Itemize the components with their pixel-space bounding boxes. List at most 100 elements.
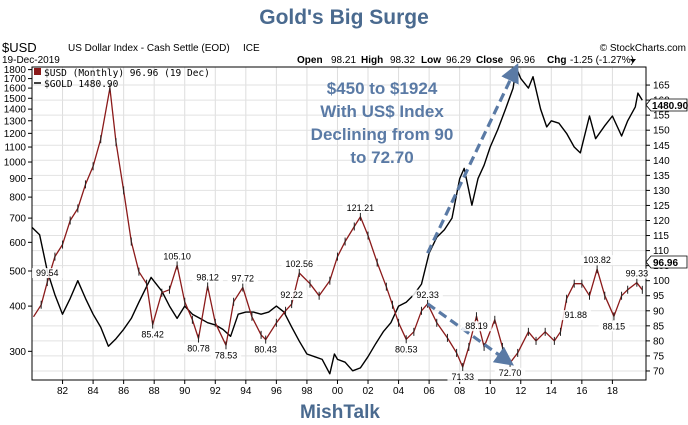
data-label: 71.33 <box>451 372 474 382</box>
data-label-bg <box>183 343 214 354</box>
data-label: 78.53 <box>215 350 238 360</box>
high-label: High <box>361 55 383 66</box>
right-tick-label: 70 <box>653 366 665 377</box>
date-label: 19-Dec-2019 <box>2 55 60 66</box>
x-tick-label: 14 <box>546 386 558 397</box>
left-tick-label: 800 <box>9 193 26 204</box>
data-label: 99.54 <box>36 268 59 278</box>
series-layer <box>31 66 643 375</box>
x-tick-label: 18 <box>607 386 619 397</box>
right-tick-label: 140 <box>653 156 670 167</box>
right-tick-label: 135 <box>653 171 670 182</box>
data-label: 105.10 <box>163 251 191 261</box>
right-tick-label: 150 <box>653 126 670 137</box>
right-tick-label: 80 <box>653 336 665 347</box>
chg-value: -1.25 (-1.27%) <box>570 55 634 66</box>
data-labels: 99.54 85.42 105.10 80.78 98.12 78.53 97.72 80.4… <box>32 202 653 382</box>
chart-title: Gold's Big Surge <box>259 6 429 29</box>
left-tick-label: 1800 <box>4 65 27 76</box>
usd-series-line <box>32 87 643 368</box>
annotation: $450 to $1924 With US$ Index Declining f… <box>311 79 454 167</box>
data-label: 92.33 <box>416 290 439 300</box>
x-tick-label: 92 <box>210 386 222 397</box>
right-tick-label: 95 <box>653 291 665 302</box>
plot-frame <box>31 66 647 381</box>
data-label-bg <box>447 371 478 382</box>
data-label: 72.70 <box>499 368 522 378</box>
last-value-usd: 96.96 <box>645 255 688 269</box>
annotation-line-1: $450 to $1924 <box>327 79 438 98</box>
x-tick-label: 86 <box>118 386 130 397</box>
x-tick-label: 94 <box>240 386 252 397</box>
right-tick-label: 110 <box>653 246 669 257</box>
left-tick-label: 1300 <box>4 116 27 127</box>
right-tick-label: 90 <box>653 306 665 317</box>
last-value-gold: 1480.90 <box>645 98 688 112</box>
right-tick-label: 165 <box>653 81 670 92</box>
legend-entry-usd: $USD (Monthly) 96.96 (19 Dec) <box>44 68 210 79</box>
close-label: Close <box>476 55 504 66</box>
right-tick-label: 130 <box>653 186 670 197</box>
chevron-down-icon <box>630 59 636 63</box>
x-tick-label: 08 <box>454 386 466 397</box>
data-label: 92.22 <box>280 290 303 300</box>
data-label-bg <box>227 273 259 284</box>
source-label: © StockCharts.com <box>600 43 686 54</box>
x-tick-label: 82 <box>57 386 69 397</box>
annotation-line-2: With US$ Index <box>320 102 444 121</box>
chg-label: Chg <box>547 55 566 66</box>
x-tick-label: 90 <box>179 386 191 397</box>
data-label-bg <box>210 350 242 361</box>
x-tick-label: 12 <box>515 386 527 397</box>
data-label-bg <box>461 321 492 332</box>
legend-entry-gold: $GOLD 1480.90 <box>44 79 119 90</box>
right-tick-label: 85 <box>653 321 665 332</box>
left-tick-label: 500 <box>9 267 26 278</box>
x-tick-label: 96 <box>271 386 283 397</box>
close-value: 96.96 <box>510 55 535 66</box>
left-tick-label: 1000 <box>4 158 27 169</box>
data-label: 91.88 <box>564 310 587 320</box>
data-label-bg <box>494 367 526 378</box>
x-tick-label: 00 <box>332 386 344 397</box>
legend-swatch-usd <box>34 68 41 75</box>
data-label-bg <box>137 329 168 340</box>
open-value: 98.21 <box>331 55 356 66</box>
data-label-bg <box>281 258 318 269</box>
data-label: 97.72 <box>232 274 255 284</box>
high-value: 98.32 <box>390 55 415 66</box>
data-label: 85.42 <box>141 330 164 340</box>
left-tick-label: 600 <box>9 238 26 249</box>
usd-decline-arrow <box>426 302 514 366</box>
right-tick-label: 155 <box>653 111 670 122</box>
data-label-bg <box>598 321 630 332</box>
x-axis: 82 84 86 88 90 92 94 96 98 00 02 04 06 08 10 12 14 16 18 <box>57 380 618 397</box>
data-label-bg <box>250 344 281 355</box>
right-tick-label: 75 <box>653 351 665 362</box>
symbol-name: US Dollar Index - Cash Settle (EOD) <box>68 43 230 54</box>
data-label-bg <box>560 310 591 321</box>
symbol-label: $USD <box>2 40 37 55</box>
exchange-label: ICE <box>243 43 260 54</box>
data-label: 88.19 <box>465 321 488 331</box>
right-tick-label: 115 <box>653 231 669 242</box>
x-tick-label: 02 <box>362 386 374 397</box>
left-tick-label: 1500 <box>4 94 27 105</box>
data-label: 99.33 <box>626 269 649 279</box>
x-tick-label: 10 <box>485 386 497 397</box>
last-value-usd-text: 96.96 <box>653 258 678 269</box>
right-axis: 7075808590951001051101151201251301351401… <box>646 81 670 377</box>
left-tick-label: 300 <box>9 347 26 358</box>
data-label-bg <box>276 290 307 301</box>
right-tick-label: 100 <box>653 276 670 287</box>
data-label: 98.12 <box>196 272 219 282</box>
credit-label: MishTalk <box>300 402 380 423</box>
x-tick-label: 04 <box>393 386 405 397</box>
left-tick-label: 900 <box>9 174 26 185</box>
low-label: Low <box>421 55 441 66</box>
left-tick-label: 1200 <box>4 129 27 140</box>
data-label: 80.43 <box>254 345 277 355</box>
right-tick-label: 125 <box>653 201 670 212</box>
last-value-gold-text: 1480.90 <box>652 101 688 112</box>
